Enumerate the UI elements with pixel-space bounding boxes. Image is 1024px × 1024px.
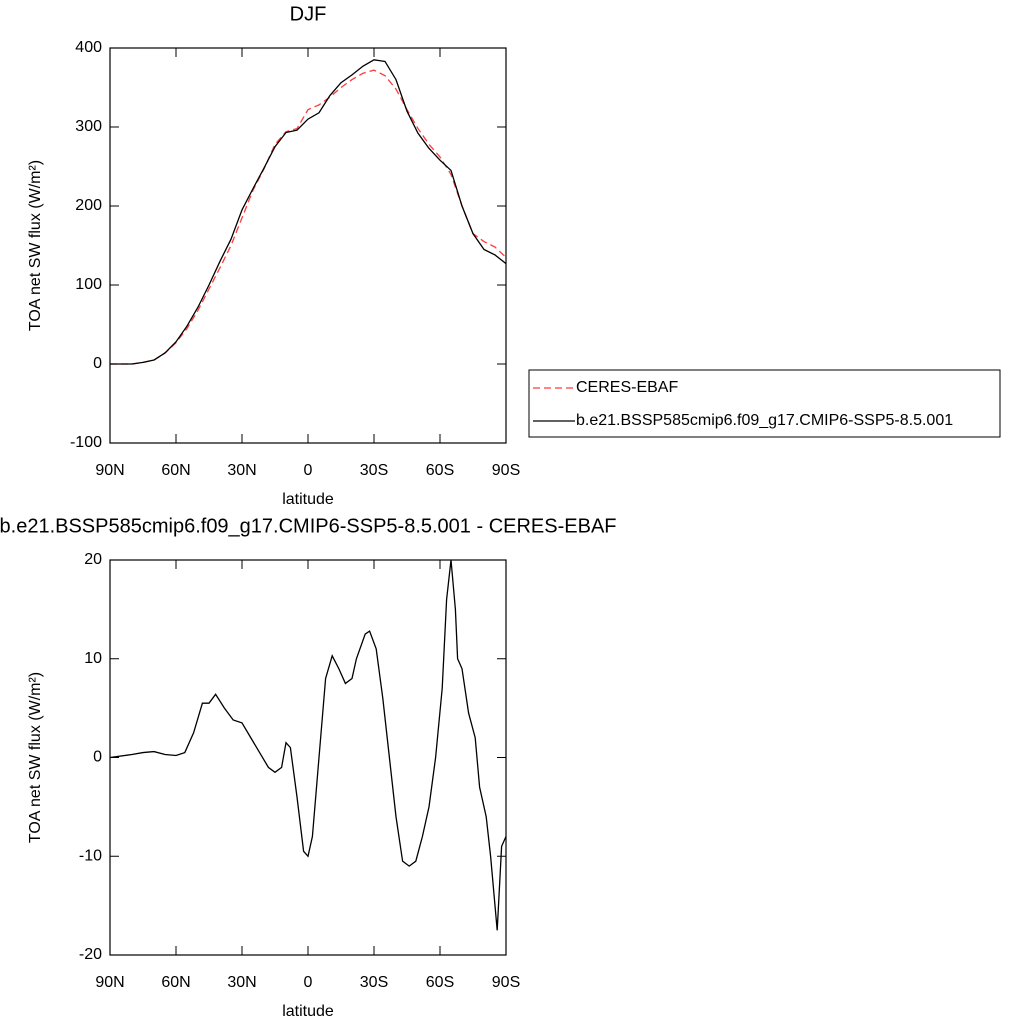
legend-label: CERES-EBAF	[576, 379, 678, 396]
x-tick-label: 0	[304, 974, 313, 991]
data-line	[110, 59, 507, 365]
y-tick-label: 10	[84, 650, 102, 667]
y-axis-label: TOA net SW flux (W/m²)	[27, 160, 44, 331]
y-tick-label: 300	[75, 118, 102, 135]
y-tick-label: -20	[79, 946, 102, 963]
x-tick-label: 60S	[426, 462, 454, 479]
plot-frame	[109, 47, 507, 444]
y-axis-label: TOA net SW flux (W/m²)	[27, 672, 44, 843]
x-tick-label: 30N	[227, 462, 256, 479]
x-tick-label: 90N	[95, 462, 124, 479]
x-tick-label: 60S	[426, 974, 454, 991]
y-tick-label: 100	[75, 276, 102, 293]
x-tick-label: 0	[304, 462, 313, 479]
x-tick-label: 30N	[227, 974, 256, 991]
y-tick-label: 0	[93, 355, 102, 372]
x-tick-label: 30S	[360, 974, 388, 991]
x-axis-label: latitude	[282, 1003, 334, 1020]
y-tick-label: 400	[75, 39, 102, 56]
x-tick-label: 90N	[95, 974, 124, 991]
data-line	[110, 69, 507, 365]
x-tick-label: 60N	[161, 462, 190, 479]
legend-box	[528, 369, 1001, 438]
x-tick-label: 90S	[492, 462, 520, 479]
x-tick-label: 30S	[360, 462, 388, 479]
y-tick-label: 20	[84, 551, 102, 568]
y-tick-label: -10	[79, 847, 102, 864]
x-axis-label: latitude	[282, 491, 334, 508]
x-tick-label: 60N	[161, 974, 190, 991]
legend-label: b.e21.BSSP585cmip6.f09_g17.CMIP6-SSP5-8.…	[576, 412, 953, 429]
y-tick-label: 0	[93, 749, 102, 766]
chart-title: b.e21.BSSP585cmip6.f09_g17.CMIP6-SSP5-8.…	[0, 515, 616, 537]
y-tick-label: -100	[70, 434, 102, 451]
chart-title: DJF	[290, 3, 327, 25]
x-tick-label: 90S	[492, 974, 520, 991]
data-line	[109, 559, 507, 931]
y-tick-label: 200	[75, 197, 102, 214]
plot-frame	[109, 559, 507, 956]
